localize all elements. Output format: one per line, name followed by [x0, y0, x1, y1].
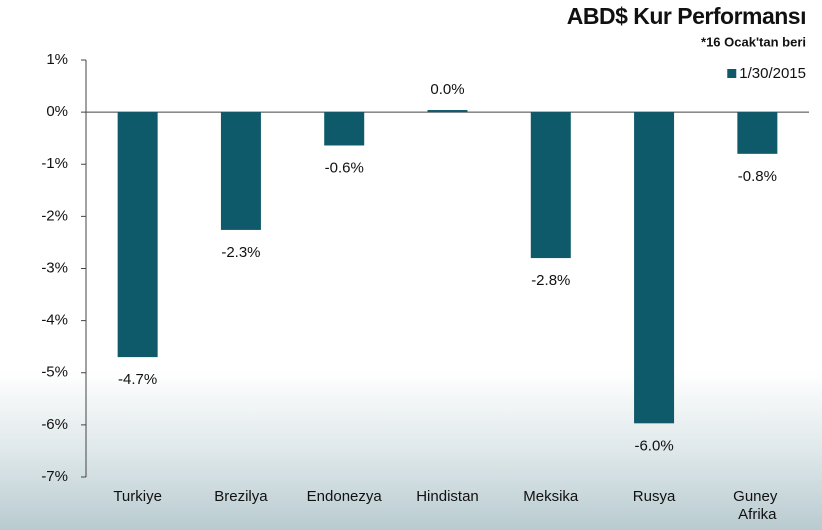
- x-tick-label: Guney Afrika: [733, 488, 781, 523]
- chart-subtitle: *16 Ocak'tan beri: [701, 34, 806, 49]
- value-label: -0.8%: [738, 168, 777, 185]
- bar: [530, 112, 571, 259]
- value-label: -4.7%: [118, 371, 157, 388]
- x-tick-label: Hindistan: [416, 488, 479, 505]
- x-tick-label: Meksika: [523, 488, 579, 505]
- y-tick-label: -6%: [41, 416, 68, 433]
- x-tick-label: Brezilya: [214, 488, 268, 505]
- y-tick-label: -1%: [41, 155, 68, 172]
- bar: [737, 112, 778, 154]
- y-tick-label: -5%: [41, 364, 68, 381]
- bar: [427, 110, 468, 113]
- bar: [634, 112, 675, 424]
- legend-label: 1/30/2015: [739, 65, 806, 82]
- value-label: -0.6%: [325, 159, 364, 176]
- bar: [117, 112, 158, 358]
- bar: [324, 112, 365, 146]
- y-tick-label: -7%: [41, 468, 68, 485]
- y-tick-label: -4%: [41, 312, 68, 329]
- y-tick-label: 0%: [46, 103, 68, 120]
- value-label: -2.3%: [221, 244, 260, 261]
- value-label: 0.0%: [430, 81, 464, 98]
- value-label: -6.0%: [634, 437, 673, 454]
- y-tick-label: 1%: [46, 51, 68, 68]
- x-tick-label: Rusya: [633, 488, 676, 505]
- x-tick-label: Turkiye: [113, 488, 162, 505]
- chart-title: ABD$ Kur Performansı: [567, 3, 806, 29]
- x-tick-label: Endonezya: [307, 488, 383, 505]
- legend-swatch: [727, 69, 737, 78]
- value-label: -2.8%: [531, 272, 570, 289]
- bar: [220, 112, 261, 230]
- y-tick-label: -3%: [41, 259, 68, 276]
- y-tick-label: -2%: [41, 207, 68, 224]
